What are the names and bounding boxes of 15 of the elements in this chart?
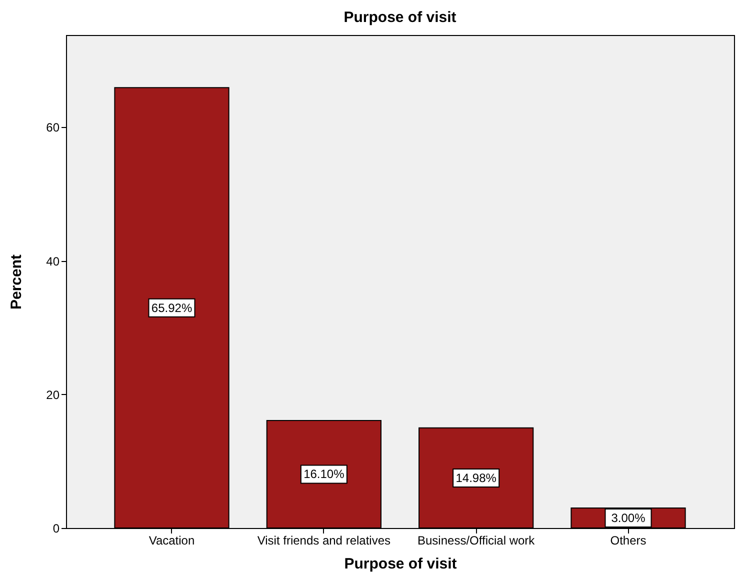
y-axis-title: Percent — [8, 254, 26, 310]
data-label: 16.10% — [304, 467, 345, 482]
chart-title: Purpose of visit — [344, 9, 456, 26]
y-tick-label: 60 — [46, 120, 60, 135]
y-tick-label: 0 — [52, 522, 60, 536]
x-axis-title: Purpose of visit — [344, 556, 457, 572]
x-tick-label: Others — [610, 534, 646, 548]
x-tick-label: Vacation — [148, 534, 195, 548]
y-tick-label: 20 — [46, 388, 60, 402]
y-tick-label: 40 — [46, 254, 60, 268]
data-label: 3.00% — [611, 510, 646, 525]
data-label: 65.92% — [151, 300, 192, 315]
x-tick-label: Visit friends and relatives — [257, 534, 391, 548]
x-tick-label: Business/Official work — [418, 534, 536, 548]
data-label: 14.98% — [456, 470, 497, 485]
